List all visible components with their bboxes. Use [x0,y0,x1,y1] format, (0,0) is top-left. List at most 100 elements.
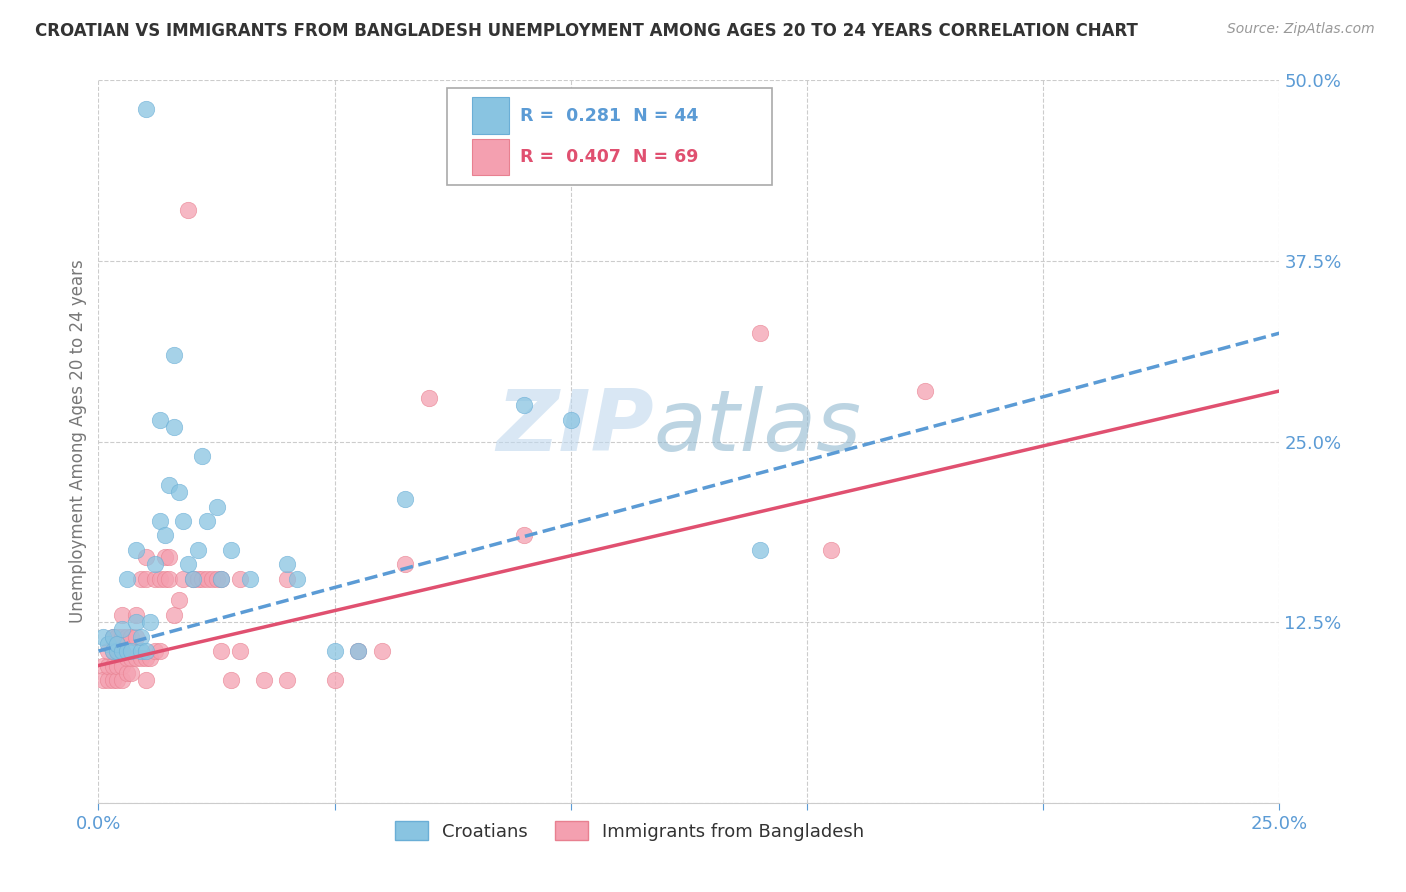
Text: Source: ZipAtlas.com: Source: ZipAtlas.com [1227,22,1375,37]
Point [820,542,842,557]
Point [125,607,148,622]
Point [135,572,157,586]
Point [105,644,128,658]
Point [195,514,218,528]
Point [512,398,534,412]
Point [125,630,148,644]
Point [115,644,138,658]
Point [209,644,232,658]
Point [135,102,157,116]
Point [347,644,370,658]
FancyBboxPatch shape [471,97,509,134]
Text: atlas: atlas [654,385,862,468]
Point [276,558,298,572]
Point [121,630,143,644]
FancyBboxPatch shape [471,139,509,175]
Point [153,550,176,565]
Point [323,673,346,687]
Point [121,651,143,665]
Point [115,651,138,665]
Point [129,572,152,586]
Point [111,644,134,658]
Point [209,572,232,586]
Point [157,478,180,492]
Point [177,558,200,572]
Point [135,550,157,565]
Point [101,673,124,687]
Point [157,550,180,565]
Text: ZIP: ZIP [496,385,654,468]
Point [101,644,124,658]
Point [201,572,224,586]
Point [143,572,166,586]
Point [149,413,172,427]
Point [115,572,138,586]
Point [205,572,228,586]
Point [97,673,120,687]
Point [111,658,134,673]
Point [101,644,124,658]
Point [172,514,194,528]
Point [143,558,166,572]
Point [394,558,416,572]
Point [111,623,134,637]
Point [121,665,143,680]
Point [115,630,138,644]
Text: CROATIAN VS IMMIGRANTS FROM BANGLADESH UNEMPLOYMENT AMONG AGES 20 TO 24 YEARS CO: CROATIAN VS IMMIGRANTS FROM BANGLADESH U… [35,22,1137,40]
Point [187,542,209,557]
Point [143,644,166,658]
Point [371,644,394,658]
Point [418,391,440,405]
Point [111,630,134,644]
Point [139,651,162,665]
Point [101,630,124,644]
Point [149,572,172,586]
Point [91,673,114,687]
Point [191,572,214,586]
Point [347,644,370,658]
Point [101,658,124,673]
Point [195,572,218,586]
Point [239,572,262,586]
Point [149,514,172,528]
Point [276,673,298,687]
Point [115,665,138,680]
Point [748,326,770,340]
Point [512,528,534,542]
Point [181,572,204,586]
Legend: Croatians, Immigrants from Bangladesh: Croatians, Immigrants from Bangladesh [388,814,872,848]
Point [101,630,124,644]
Point [149,644,172,658]
Point [97,637,120,651]
Point [394,492,416,507]
Y-axis label: Unemployment Among Ages 20 to 24 years: Unemployment Among Ages 20 to 24 years [69,260,87,624]
Point [163,420,186,434]
Point [191,449,214,463]
Point [97,644,120,658]
Point [135,651,157,665]
Point [121,644,143,658]
Point [276,572,298,586]
FancyBboxPatch shape [447,87,772,185]
Point [125,615,148,630]
Point [129,644,152,658]
Point [111,644,134,658]
Point [105,644,128,658]
Point [285,572,308,586]
Point [105,673,128,687]
Point [229,644,252,658]
Point [125,542,148,557]
Point [172,572,194,586]
Point [229,572,252,586]
Point [129,630,152,644]
Point [253,673,276,687]
Point [139,615,162,630]
Point [748,542,770,557]
Text: R =  0.407  N = 69: R = 0.407 N = 69 [520,148,699,166]
Point [167,593,190,607]
Point [187,572,209,586]
Point [105,630,128,644]
Point [153,528,176,542]
Point [111,607,134,622]
Point [91,658,114,673]
